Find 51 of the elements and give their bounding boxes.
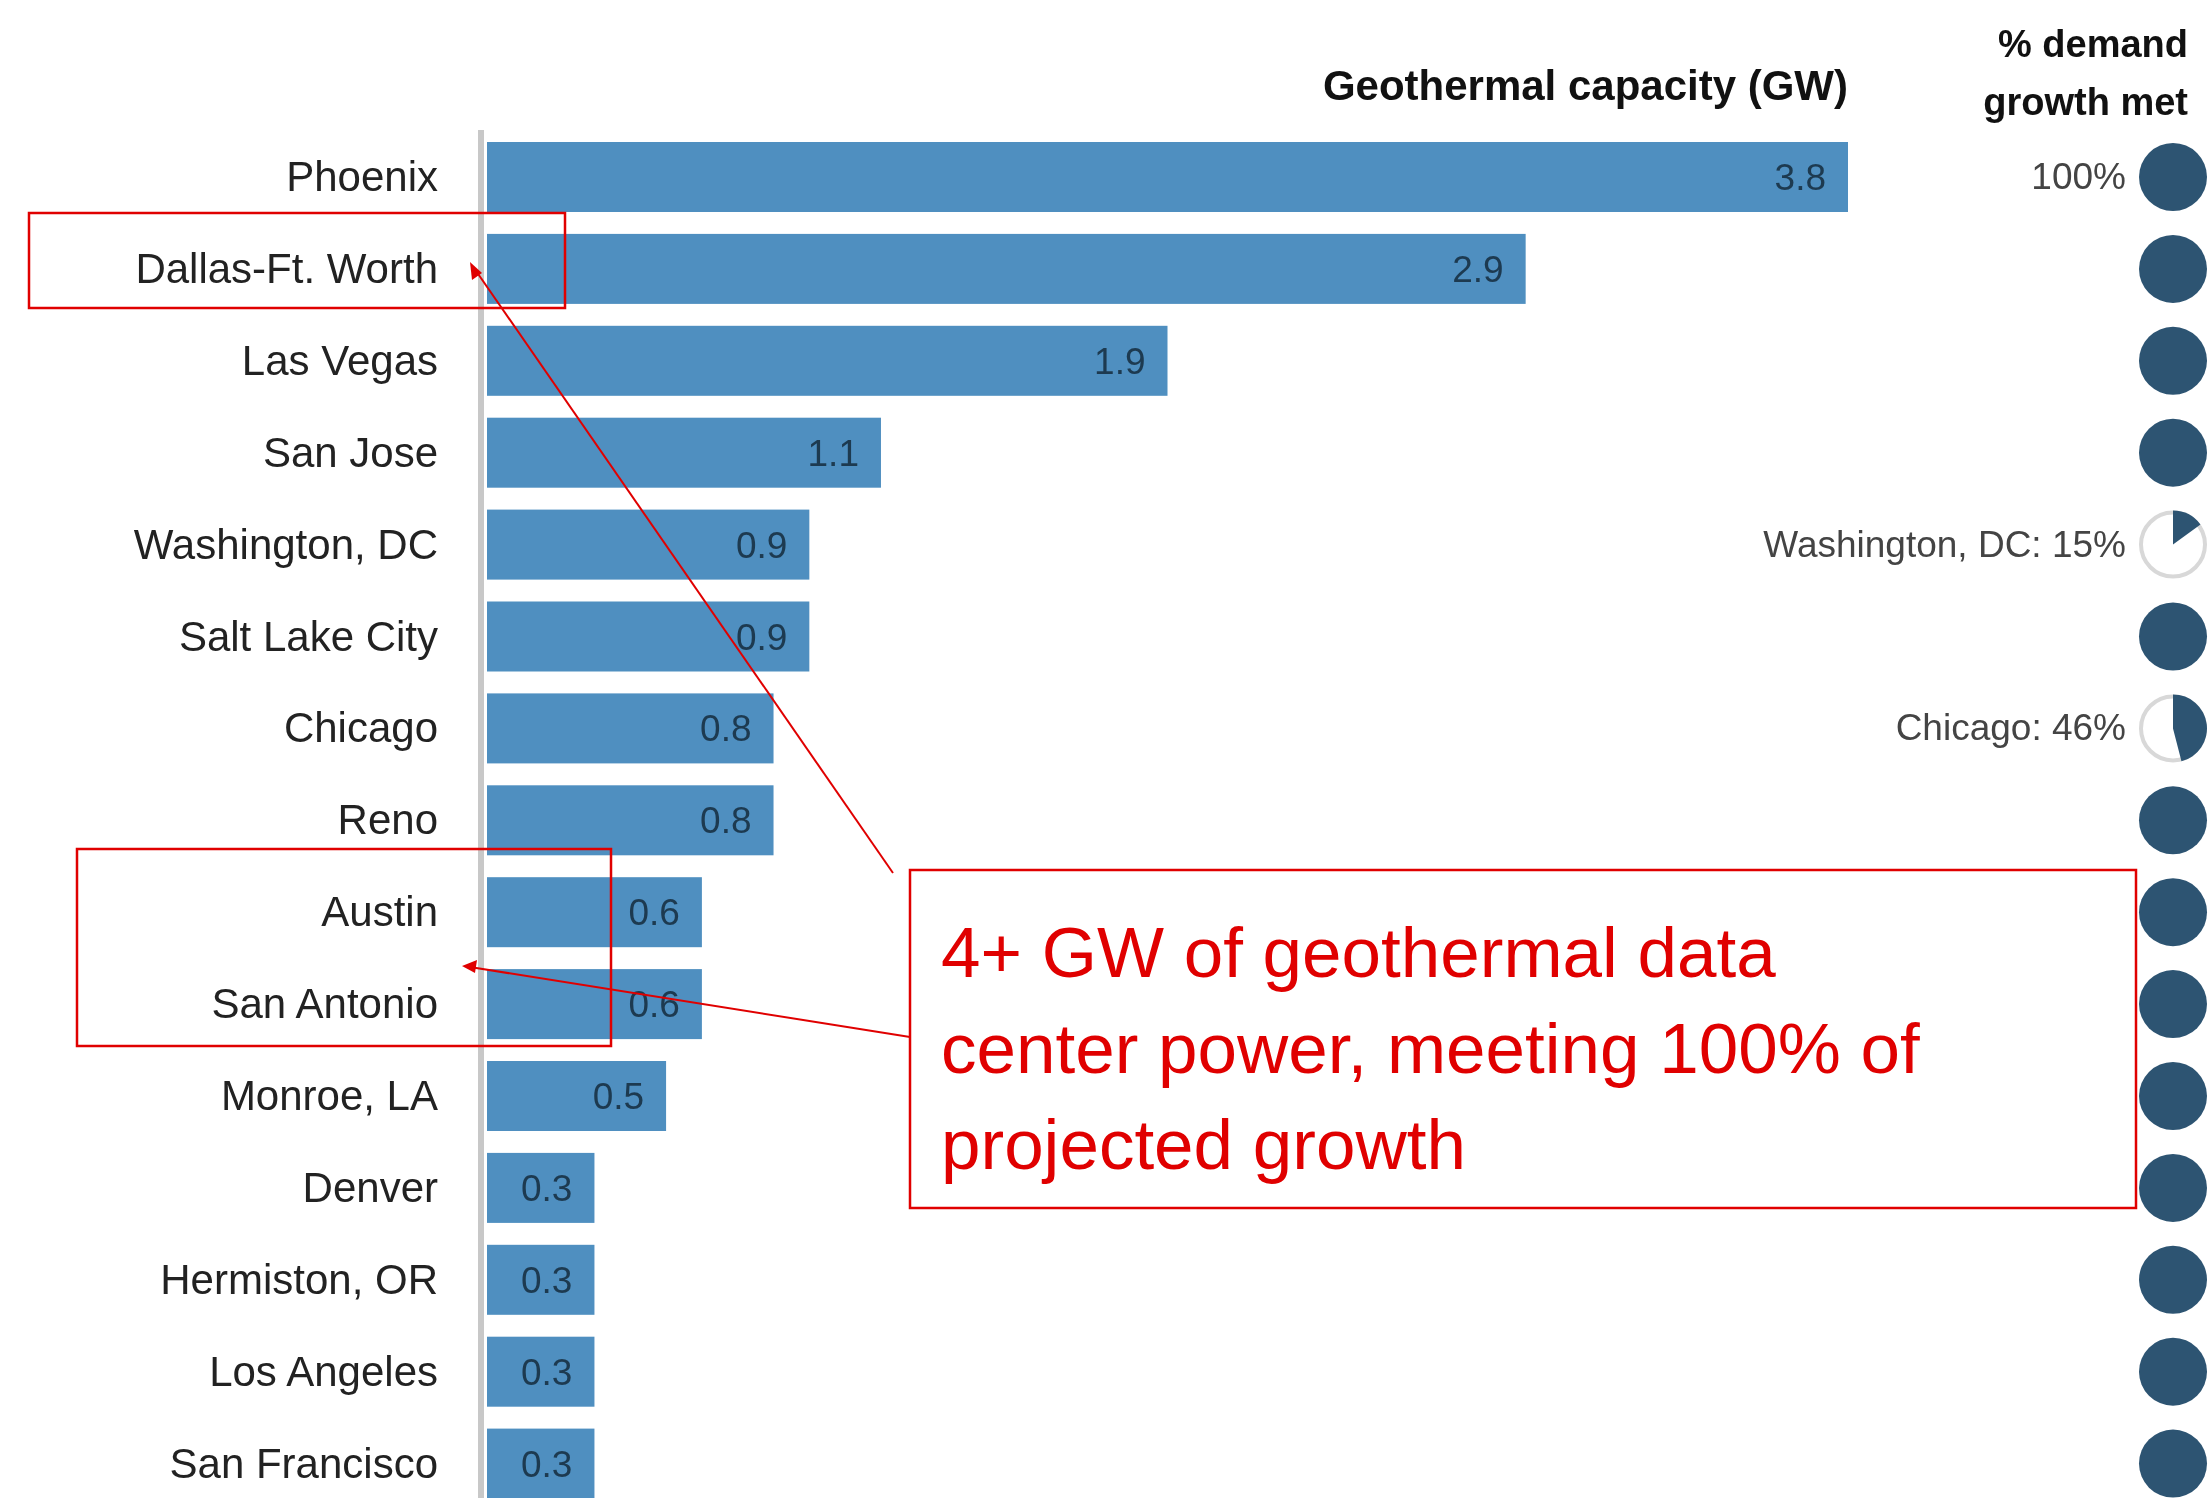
- bar: [487, 1244, 595, 1315]
- data-label: 0.6: [628, 984, 680, 1026]
- bar: [487, 142, 1848, 212]
- data-label: 3.8: [1774, 157, 1826, 198]
- data-label: 0.9: [735, 616, 788, 658]
- bar: [487, 325, 1168, 396]
- bar: [487, 785, 774, 856]
- y-tick-label: Phoenix: [286, 153, 438, 200]
- bar: [487, 1428, 595, 1498]
- text: Chicago: 46%: [1895, 707, 2126, 749]
- bar: [487, 969, 702, 1040]
- y-tick-label: Washington, DC: [133, 520, 438, 568]
- data-label: 0.6: [628, 892, 680, 934]
- y-tick-label: Las Vegas: [241, 336, 438, 384]
- bar: [487, 509, 810, 580]
- bar: [487, 1336, 595, 1407]
- y-tick-label: Dallas-Ft. Worth: [135, 244, 438, 292]
- y-tick-label: Hermiston, OR: [160, 1255, 438, 1303]
- chart-title: Geothermal capacity (GW): [1322, 62, 1848, 109]
- y-tick-label: Chicago: [283, 704, 438, 752]
- text: % demand growth met: [1983, 23, 2189, 123]
- data-label: 0.8: [700, 800, 752, 842]
- data-label: 2.9: [1452, 248, 1504, 290]
- data-label: 0.3: [521, 1443, 573, 1485]
- bar: [487, 877, 702, 948]
- y-tick-label: Austin: [321, 888, 438, 936]
- bar: [487, 233, 1526, 304]
- data-label: 0.8: [700, 708, 752, 750]
- bar: [487, 417, 881, 488]
- y-tick-label: Los Angeles: [209, 1347, 438, 1395]
- data-label: 0.3: [521, 1167, 573, 1209]
- annotation: 4+ GW of geothermal data center power, meeting 100% of projected growth: [941, 913, 1921, 1184]
- bar: [487, 1061, 667, 1131]
- data-label: 0.3: [521, 1351, 573, 1393]
- y-tick-label: San Antonio: [211, 980, 438, 1028]
- y-tick-label: Denver: [302, 1163, 438, 1211]
- annotation: Washington, DC: 15%: [1763, 523, 2126, 565]
- data-label: 0.9: [735, 524, 788, 566]
- y-tick-label: San Jose: [262, 428, 438, 476]
- y-tick-label: Monroe, LA: [220, 1072, 438, 1119]
- data-label: 0.3: [521, 1259, 573, 1301]
- bar: [487, 693, 774, 764]
- text: 100%: [2031, 156, 2126, 197]
- bar: [487, 1152, 595, 1223]
- y-tick-label: San Francisco: [169, 1439, 438, 1487]
- y-tick-label: Salt Lake City: [178, 612, 438, 660]
- data-label: 0.5: [592, 1076, 645, 1117]
- data-label: 1.1: [807, 432, 859, 474]
- bar: [487, 601, 810, 672]
- y-tick-label: Reno: [337, 796, 438, 844]
- data-label: 1.9: [1094, 340, 1146, 382]
